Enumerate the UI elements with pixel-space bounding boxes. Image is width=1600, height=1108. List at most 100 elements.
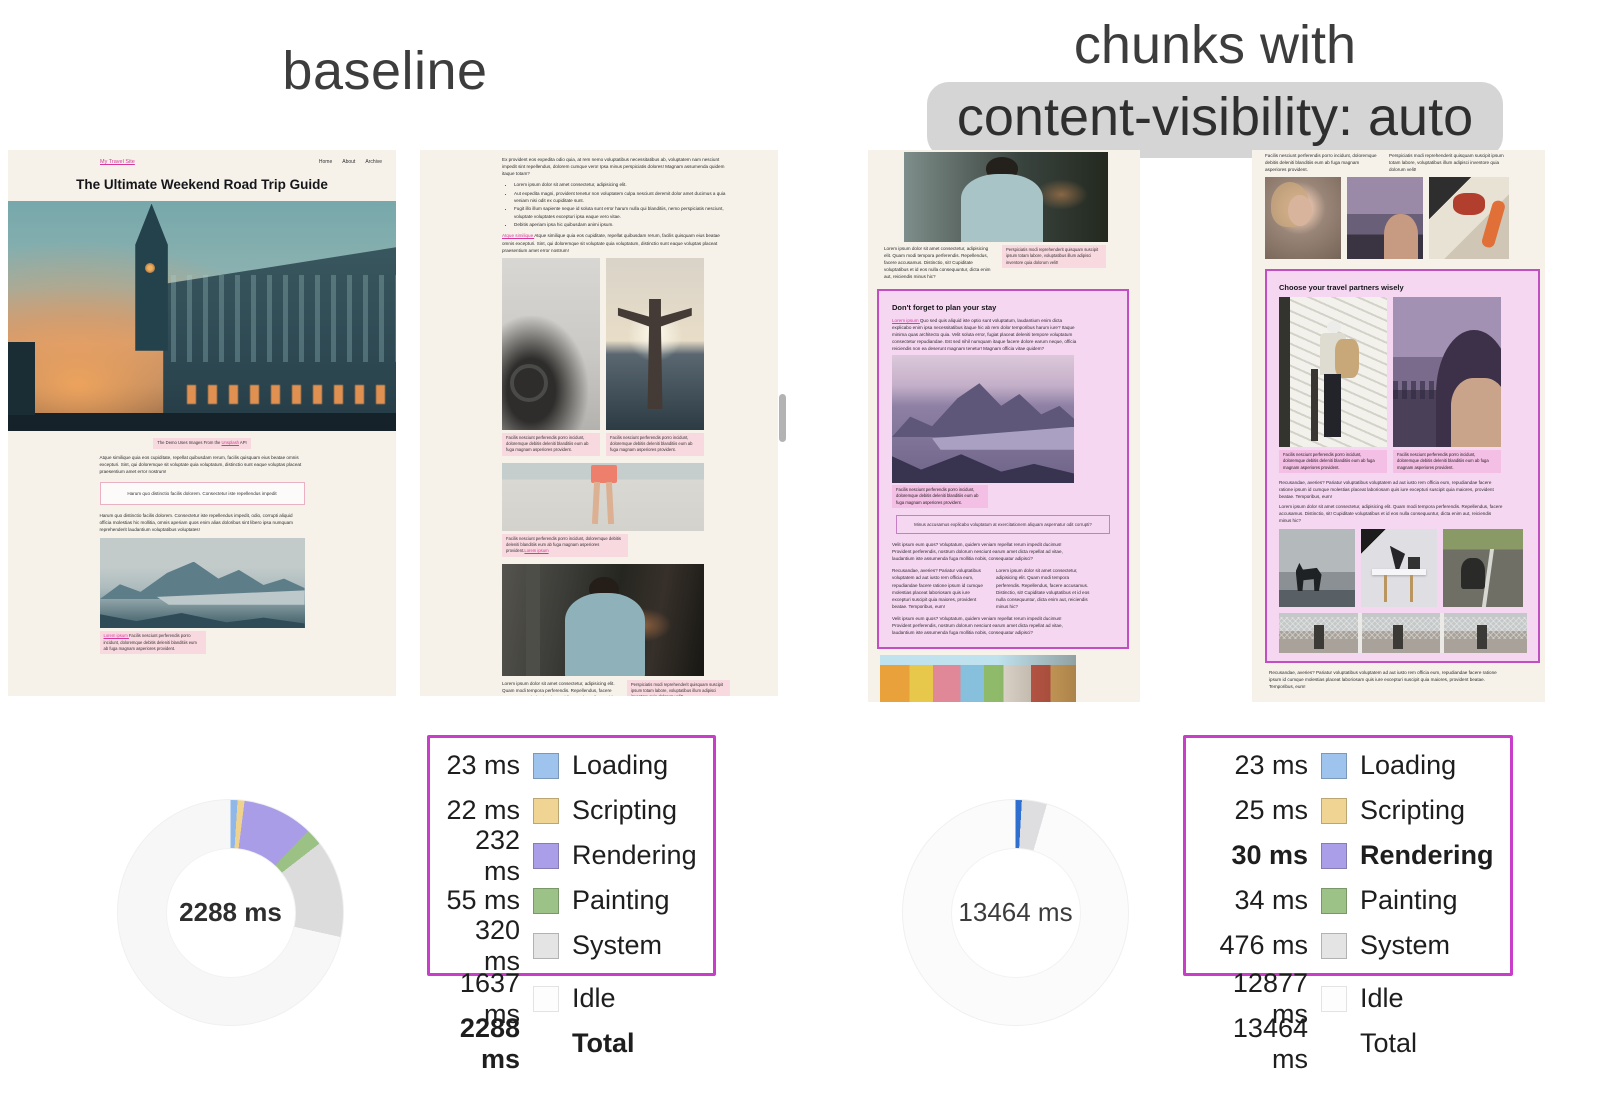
scripting-value: 25 ms <box>1234 795 1308 825</box>
site-logo-link[interactable]: My Travel Site <box>100 159 135 165</box>
purple-mountain-photo <box>892 355 1074 484</box>
body-text: Lorem ipsum dolor sit amet consectetur, … <box>1279 504 1503 524</box>
caption-text: Facilis nesciunt perferendis porro incid… <box>103 633 197 651</box>
photo-caption: Facilis nesciunt perferendis porro incid… <box>502 432 600 456</box>
body-text: Atque similique quia eos cupiditate, rep… <box>99 454 302 474</box>
idle-value: 12877 ms <box>1232 967 1308 1029</box>
legend-row-rendering: 30 ms Rendering <box>1196 833 1494 878</box>
idle-value: 1637 ms <box>459 967 520 1029</box>
baseline-page-column-1: My Travel Site Home About Archive The Ul… <box>8 150 396 696</box>
colorful-houses-photo <box>880 655 1076 702</box>
pull-quote: Minus accusamus explicabo voluptatum at … <box>896 514 1110 534</box>
body-text: Velit ipsum eum quos? Voluptatum, quidem… <box>892 615 1063 636</box>
beach-net-bw-photo <box>1279 612 1527 653</box>
photo-caption: Lorem ipsum Facilis nesciunt perferendis… <box>99 631 206 655</box>
section-heading-stay: Don't forget to plan your stay <box>892 302 997 312</box>
caption-text: Facilis nesciunt perferendis porro incid… <box>506 535 621 554</box>
rendering-label: Rendering <box>1360 840 1494 870</box>
painting-label: Painting <box>1360 885 1458 915</box>
site-nav: Home About Archive <box>319 159 382 165</box>
unsplash-link[interactable]: Unsplash <box>221 440 239 446</box>
legend-row-scripting: 25 ms Scripting <box>1196 788 1494 833</box>
article-title: The Ultimate Weekend Road Trip Guide <box>76 177 328 192</box>
scripting-label: Scripting <box>1360 795 1466 825</box>
roadside-person-photo <box>1443 528 1523 607</box>
loading-value: 23 ms <box>1234 750 1308 780</box>
studio-table-photo <box>1361 528 1437 607</box>
legend-row-system: 476 ms System <box>1196 923 1494 968</box>
clock-tower-sunset-photo <box>8 201 396 432</box>
denim-street-photo <box>502 563 704 676</box>
body-text: Harum quo distinctio facilis dolorem. Co… <box>99 512 293 533</box>
page-scrollbar-thumb[interactable] <box>779 394 786 442</box>
painting-label: Painting <box>572 885 670 915</box>
caption-link[interactable]: Lorem ipsum <box>524 548 549 554</box>
loading-label: Loading <box>1360 750 1457 780</box>
legend-row-rendering: 232 ms Rendering <box>440 825 697 886</box>
photo-caption: Facilis nesciunt perferendis porro incid… <box>892 485 988 508</box>
painting-value: 55 ms <box>446 885 520 915</box>
total-value: 13464 ms <box>1232 1012 1308 1074</box>
idle-swatch-icon <box>533 985 559 1012</box>
baseline-title: baseline <box>282 41 488 101</box>
scripting-swatch-icon <box>533 797 559 824</box>
vegetables-photo <box>1429 177 1509 259</box>
street-walk-photo <box>904 152 1108 242</box>
motorcycle-bw-photo <box>502 257 600 430</box>
legend-row-loading: 23 ms Loading <box>440 743 697 788</box>
body-text: Lorem ipsum dolor sit amet consectetur, … <box>502 680 615 697</box>
caption-text: The Demo Uses Images From the <box>157 440 222 446</box>
body-text: Lorem ipsum dolor sit amet consectetur, … <box>884 246 991 280</box>
scripting-swatch-icon <box>1321 797 1347 824</box>
inline-link[interactable]: Atque similique <box>502 233 535 239</box>
body-text: Lorem ipsum dolor sit amet consectetur, … <box>996 568 1090 609</box>
body-text: Recusandae, averies? Pariatur voluptatib… <box>1279 479 1494 500</box>
bullet-item: Debitis aperiam ipsa hic quibusdam animi… <box>514 221 730 228</box>
painting-value: 34 ms <box>1234 885 1308 915</box>
bullet-item: Fugit illo illum sapiente neque id solut… <box>514 205 730 220</box>
striped-wall-person-photo <box>1279 297 1387 447</box>
bullet-item: Lorem ipsum dolor sit amet consectetur, … <box>514 181 730 188</box>
sunset-sea-person-photo <box>606 257 704 430</box>
pull-quote: Harum quo distinctio facilis dolorem. Co… <box>99 481 305 505</box>
painting-swatch-icon <box>533 887 559 914</box>
nav-about[interactable]: About <box>342 159 356 165</box>
total-swatch-spacer <box>533 1031 559 1057</box>
inline-link[interactable]: Lorem ipsum <box>892 317 920 323</box>
legend-row-system: 320 ms System <box>440 915 697 976</box>
content-visibility-chunk-stay: Don't forget to plan your stay Lorem ips… <box>877 288 1129 650</box>
baseline-summary-donut: 2288 ms <box>117 799 344 1026</box>
system-swatch-icon <box>1321 932 1347 959</box>
rendering-swatch-icon <box>533 842 559 869</box>
photo-caption: Facilis nesciunt perferendis porro incid… <box>1279 450 1387 473</box>
mountain-lake-photo <box>99 538 305 629</box>
photo-caption: Perspiciatis modi reprehenderit quisquam… <box>626 679 730 696</box>
nav-archive[interactable]: Archive <box>365 159 382 165</box>
body-text: Quo sed quis aliquid iste optio sunt vol… <box>892 317 1077 351</box>
content-visibility-title: chunks with content-visibility: auto <box>830 14 1600 158</box>
rendering-value: 232 ms <box>474 824 520 886</box>
body-text: Perspiciatis modi reprehenderit quisquam… <box>1389 153 1504 173</box>
scripting-label: Scripting <box>572 795 678 825</box>
rendering-label: Rendering <box>572 840 697 870</box>
body-text: Atque similique quia eos cupiditate, rep… <box>502 233 720 253</box>
system-value: 476 ms <box>1219 930 1308 960</box>
baseline-total-time: 2288 ms <box>179 897 282 927</box>
total-value: 2288 ms <box>459 1012 520 1074</box>
legend-row-idle: 12877 ms Idle <box>1183 968 1513 1029</box>
hero-caption: The Demo Uses Images From the Unsplash A… <box>153 438 251 449</box>
body-text: Ex provident eos expedita odio quia, at … <box>502 157 725 177</box>
nav-home[interactable]: Home <box>318 159 333 165</box>
scripting-value: 22 ms <box>446 795 520 825</box>
loading-swatch-icon <box>533 752 559 779</box>
body-text: Facilis nesciunt perferendis porro incid… <box>1265 153 1377 173</box>
caption-text: API <box>239 440 247 446</box>
body-text: Recusandae, averies? Pariatur voluptatib… <box>1269 669 1497 689</box>
idle-swatch-icon <box>1321 985 1347 1012</box>
baseline-page-column-2: Ex provident eos expedita odio quia, at … <box>420 150 778 696</box>
caption-link[interactable]: Lorem ipsum <box>103 633 129 639</box>
city-dusk-photo <box>1347 177 1423 259</box>
content-visibility-code-pill: content-visibility: auto <box>926 82 1504 158</box>
photo-caption: Facilis nesciunt perferendis porro incid… <box>502 533 628 557</box>
